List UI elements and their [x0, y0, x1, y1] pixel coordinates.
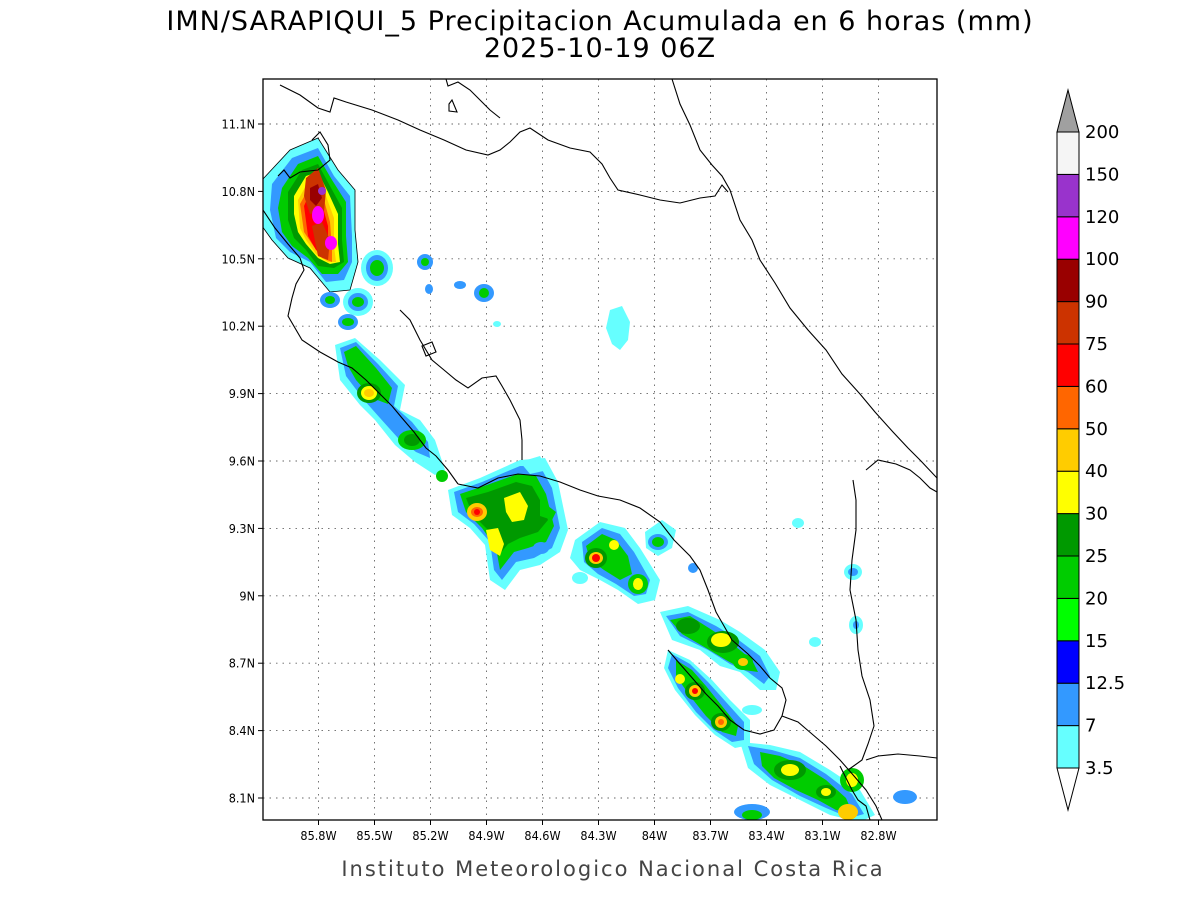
lon-tick-label: 82.8W — [860, 828, 896, 843]
lon-tick-label: 84.9W — [468, 828, 504, 843]
rain-cells-scattered — [320, 250, 863, 647]
golfo-dulce-coast — [781, 715, 883, 820]
rain-band-nicoya — [335, 338, 448, 482]
legend-below-triangle — [1056, 767, 1080, 812]
coastlines-and-borders — [263, 79, 937, 820]
legend-swatch-3-5 — [1056, 725, 1080, 769]
legend-label: 90 — [1085, 292, 1108, 313]
legend-swatch-15 — [1056, 597, 1080, 642]
legend-swatch-25 — [1056, 513, 1080, 557]
longitude-axis: 85.8W 85.5W 85.2W 84.9W 84.6W 84.3W 84W 83.7W 83… — [300, 820, 897, 843]
lat-tick-label: 9.9N — [229, 386, 255, 401]
lat-tick-label: 10.5N — [222, 251, 255, 266]
pacific-coast-north — [263, 209, 459, 485]
costa-rica-nicaragua-border — [277, 131, 331, 179]
panama-coast — [865, 753, 937, 761]
central-pacific-coast — [457, 473, 733, 641]
rain-cells-southeast — [734, 742, 917, 820]
lat-tick-label: 9.3N — [229, 521, 255, 536]
legend-label: 75 — [1085, 334, 1108, 355]
nicaragua-north-coast — [445, 79, 501, 119]
legend-swatch-150 — [1056, 131, 1080, 175]
legend-label: 100 — [1085, 249, 1119, 270]
legend-swatch-100 — [1056, 216, 1080, 260]
legend-swatch-30 — [1056, 470, 1080, 515]
legend-label: 40 — [1085, 461, 1108, 482]
institution-credit: Instituto Meteorologico Nacional Costa R… — [341, 857, 885, 881]
lat-tick-label: 10.2N — [222, 319, 255, 334]
legend-swatch-40 — [1056, 428, 1080, 472]
legend-label: 15 — [1085, 631, 1108, 652]
lon-tick-label: 85.5W — [356, 828, 392, 843]
lat-tick-label: 8.1N — [229, 791, 255, 806]
legend-label: 30 — [1085, 504, 1108, 525]
legend-label: 120 — [1085, 207, 1119, 228]
lat-tick-label: 9N — [239, 588, 255, 603]
legend-label: 50 — [1085, 419, 1108, 440]
osa-peninsula — [667, 639, 787, 735]
legend-swatch-60 — [1056, 343, 1080, 387]
rain-cell-central-pacific — [448, 456, 568, 590]
bocas-coast — [865, 459, 937, 493]
rain-cells-south-pacific — [570, 520, 698, 604]
legend-label: 150 — [1085, 164, 1119, 185]
lat-tick-label: 9.6N — [229, 454, 255, 469]
plot-frame — [262, 78, 938, 821]
legend-label: 60 — [1085, 376, 1108, 397]
lon-tick-label: 84.6W — [524, 828, 560, 843]
lon-tick-label: 84.3W — [580, 828, 616, 843]
lat-tick-label: 8.4N — [229, 723, 255, 738]
legend-swatch-7 — [1056, 682, 1080, 727]
legend-label: 200 — [1085, 122, 1119, 143]
legend-swatch-75 — [1056, 301, 1080, 345]
burica-point — [839, 765, 871, 820]
lon-tick-label: 83.7W — [692, 828, 728, 843]
map-plot-background — [263, 79, 937, 820]
rain-cell-guanacaste-north — [263, 137, 359, 293]
legend-above-triangle — [1056, 88, 1080, 133]
legend-label: 20 — [1085, 588, 1108, 609]
caribbean-coast — [671, 79, 937, 479]
legend-label: 25 — [1085, 546, 1108, 567]
lon-tick-label: 84W — [642, 828, 667, 843]
lon-tick-label: 85.2W — [412, 828, 448, 843]
legend-swatch-50 — [1056, 385, 1080, 430]
latitude-axis: 11.1N 10.8N 10.5N 10.2N 9.9N 9.6N 9.3N 9N 8.7N 8.… — [222, 117, 263, 806]
lon-tick-label: 83.4W — [748, 828, 784, 843]
legend-swatch-120 — [1056, 173, 1080, 218]
island-north — [448, 98, 458, 113]
precipitation-field — [263, 137, 917, 820]
map-valid-time: 2025-10-19 06Z — [483, 33, 717, 64]
legend-swatch-90 — [1056, 258, 1080, 303]
chira-island — [421, 341, 437, 357]
color-legend: 3.5 7 12.5 15 20 25 30 40 50 60 75 90 100 120 150 200 — [1056, 88, 1125, 812]
lat-tick-label: 10.8N — [222, 184, 255, 199]
map-title: IMN/SARAPIQUI_5 Precipitacion Acumulada … — [166, 6, 1034, 37]
panama-border — [847, 479, 875, 771]
legend-label: 3.5 — [1085, 758, 1114, 779]
legend-label: 12.5 — [1085, 673, 1125, 694]
lat-tick-label: 8.7N — [229, 656, 255, 671]
lake-nicaragua-shore — [279, 84, 729, 204]
legend-swatch-12-5 — [1056, 640, 1080, 684]
lat-tick-label: 11.1N — [222, 117, 255, 132]
rain-cells-osa — [660, 606, 780, 748]
legend-label: 7 — [1085, 716, 1096, 737]
lon-tick-label: 85.8W — [300, 828, 336, 843]
nicoya-gulf-coast — [399, 309, 523, 460]
legend-swatch-20 — [1056, 555, 1080, 599]
lon-tick-label: 83.1W — [804, 828, 840, 843]
